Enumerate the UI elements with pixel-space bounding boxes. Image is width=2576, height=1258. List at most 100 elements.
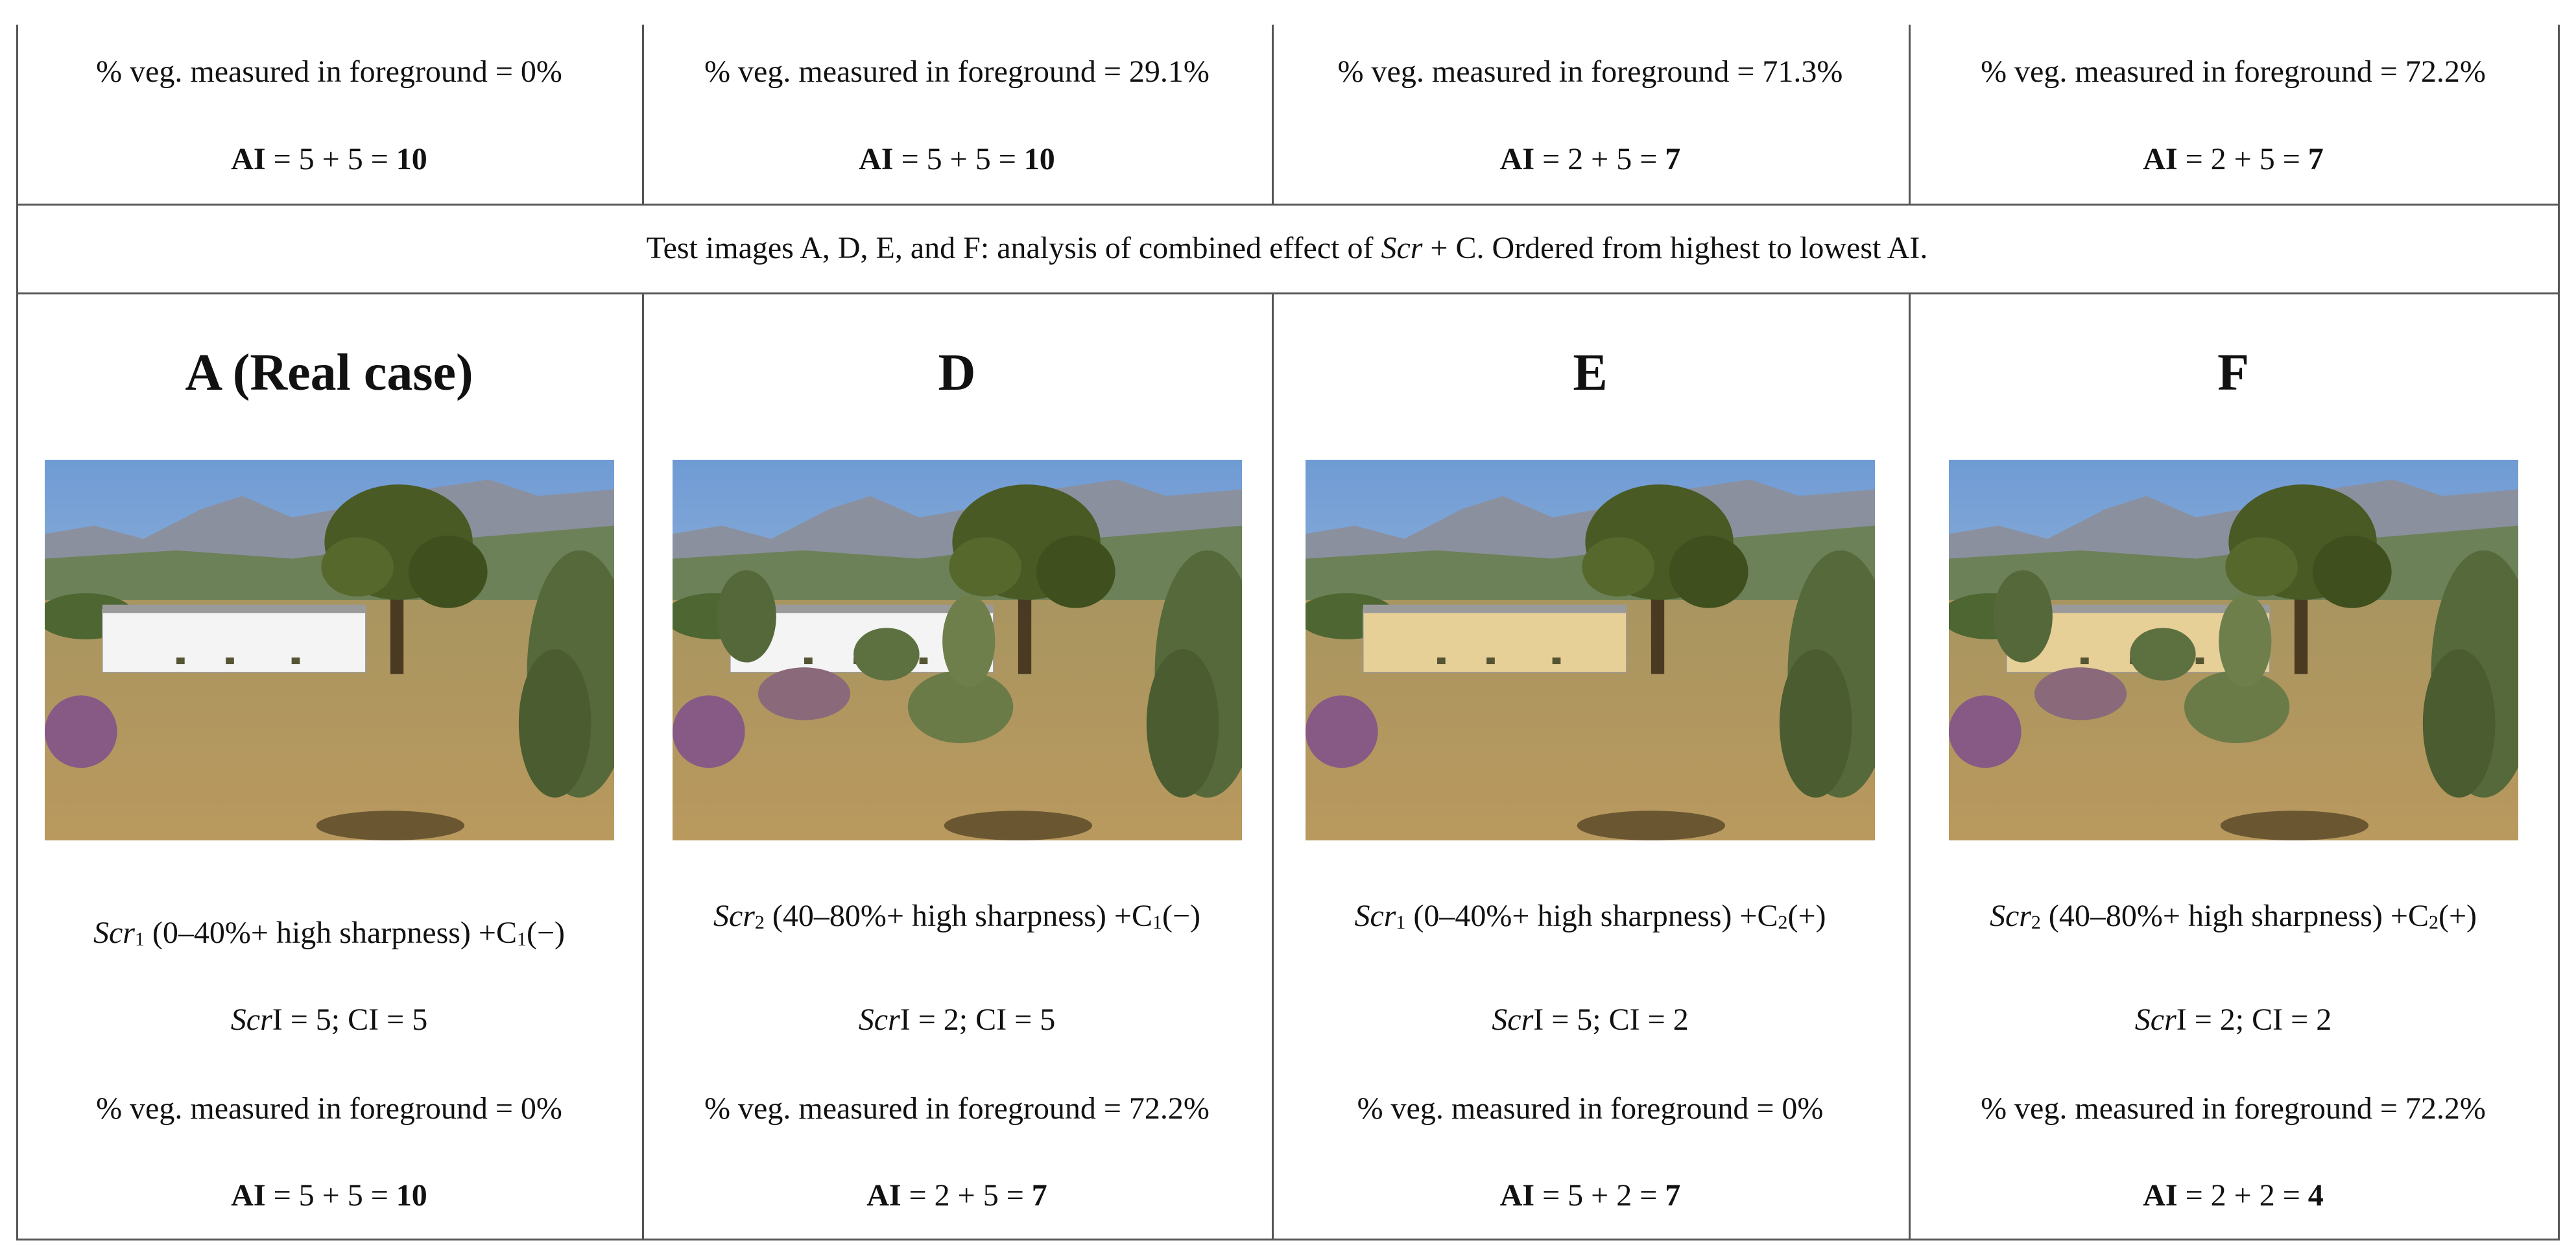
veg-line: % veg. measured in foreground = 72.2% xyxy=(704,1091,1210,1126)
ai-line: AI = 2 + 2 = 4 xyxy=(1909,1170,2558,1222)
index-line: ScrI = 5; CI = 2 xyxy=(1272,994,1909,1046)
panel-title: F xyxy=(2217,344,2249,401)
index-values: I = 5; CI = 2 xyxy=(1533,1003,1689,1037)
caption-italic: Scr xyxy=(1381,231,1423,265)
caption-text: Test images A, D, E, and F: analysis of … xyxy=(646,231,1381,265)
photo xyxy=(1306,460,1875,840)
c-sign: (+) xyxy=(2439,899,2477,933)
c-subscript: 1 xyxy=(1152,912,1162,933)
ai-line: AI = 2 + 5 = 7 xyxy=(1909,134,2558,185)
row-border xyxy=(16,1239,2560,1240)
veg-line: % veg. measured in foreground = 29.1% xyxy=(704,54,1210,89)
col-border xyxy=(1272,292,1274,1239)
scenario-desc: (40–80%+ high sharpness) +C xyxy=(2040,899,2429,933)
col-border xyxy=(16,25,18,204)
scenario-line: Scr2 (40–80%+ high sharpness) +C1(−) xyxy=(642,890,1272,942)
c-subscript: 1 xyxy=(517,929,527,950)
c-sign: (−) xyxy=(527,916,566,950)
index-line: ScrI = 2; CI = 5 xyxy=(642,994,1272,1046)
scenario-line: Scr1 (0–40%+ high sharpness) +C1(−) xyxy=(16,907,642,959)
panel-title: E xyxy=(1573,344,1608,401)
landscape-photo xyxy=(44,460,614,840)
panel: F Scr2 (40–80%+ high sharpness) +C2(+) Sc… xyxy=(1909,292,2558,1239)
col-border xyxy=(1909,292,1911,1239)
ai-expression: = 2 + 5 = xyxy=(2177,142,2308,176)
col-border xyxy=(16,292,18,1239)
col-border xyxy=(2558,25,2560,204)
ai-total: 7 xyxy=(1665,1178,1681,1213)
ai-line: AI = 2 + 5 = 7 xyxy=(642,1170,1272,1222)
ai-total: 7 xyxy=(1665,142,1681,176)
ai-label: AI xyxy=(2143,1178,2178,1213)
veg-line: % veg. measured in foreground = 0% xyxy=(96,1091,562,1126)
panel: D Scr2 (40–80%+ high sharpness) +C1(−) Sc… xyxy=(642,292,1272,1239)
index-values: I = 5; CI = 5 xyxy=(272,1003,428,1037)
col-border xyxy=(1272,25,1274,204)
scenario-line: Scr1 (0–40%+ high sharpness) +C2(+) xyxy=(1272,890,1909,942)
scenario-desc: (0–40%+ high sharpness) +C xyxy=(144,916,517,950)
ai-expression: = 5 + 5 = xyxy=(893,142,1024,176)
col-border xyxy=(642,25,644,204)
ai-expression: = 5 + 5 = xyxy=(265,142,396,176)
top-cell: % veg. measured in foreground = 71.3% AI … xyxy=(1272,25,1909,204)
ai-label: AI xyxy=(231,1178,266,1213)
ai-line: AI = 5 + 5 = 10 xyxy=(16,134,642,185)
panel-title: A (Real case) xyxy=(185,344,473,401)
ai-total: 10 xyxy=(396,1178,427,1213)
veg-line: % veg. measured in foreground = 71.3% xyxy=(1337,54,1843,89)
caption-text: + C. Ordered from highest to lowest AI. xyxy=(1422,231,1928,265)
scenario-desc: (40–80%+ high sharpness) +C xyxy=(764,899,1152,933)
landscape-photo xyxy=(1306,460,1875,840)
ai-line: AI = 5 + 2 = 7 xyxy=(1272,1170,1909,1222)
index-scr: Scr xyxy=(858,1003,900,1037)
ai-label: AI xyxy=(1499,1178,1535,1213)
ai-line: AI = 5 + 5 = 10 xyxy=(16,1170,642,1222)
scenario-desc: (0–40%+ high sharpness) +C xyxy=(1405,899,1778,933)
ai-expression: = 2 + 5 = xyxy=(1534,142,1665,176)
ai-label: AI xyxy=(1499,142,1535,176)
veg-line: % veg. measured in foreground = 0% xyxy=(96,54,562,89)
photo xyxy=(1948,460,2518,840)
index-scr: Scr xyxy=(2134,1003,2176,1037)
ai-total: 10 xyxy=(396,142,427,176)
index-scr: Scr xyxy=(230,1003,272,1037)
ai-line: AI = 2 + 5 = 7 xyxy=(1272,134,1909,185)
scr-label: Scr xyxy=(1354,899,1396,933)
ai-expression: = 2 + 2 = xyxy=(2177,1178,2308,1213)
top-cell: % veg. measured in foreground = 0% AI = 5… xyxy=(16,25,642,204)
photo xyxy=(44,460,614,840)
index-line: ScrI = 5; CI = 5 xyxy=(16,994,642,1046)
scr-label: Scr xyxy=(713,899,755,933)
ai-label: AI xyxy=(231,142,266,176)
veg-line: % veg. measured in foreground = 72.2% xyxy=(1981,1091,2486,1126)
scr-label: Scr xyxy=(93,916,135,950)
ai-label: AI xyxy=(866,1178,901,1213)
scr-subscript: 2 xyxy=(2031,912,2041,933)
ai-total: 4 xyxy=(2308,1178,2324,1213)
caption-cell: Test images A, D, E, and F: analysis of … xyxy=(16,204,2558,292)
veg-line: % veg. measured in foreground = 0% xyxy=(1357,1091,1824,1126)
ai-total: 7 xyxy=(1031,1178,1047,1213)
landscape-photo xyxy=(1948,460,2518,840)
row-border xyxy=(16,292,2560,294)
ai-total: 10 xyxy=(1023,142,1055,176)
row-border xyxy=(16,204,2560,206)
ai-label: AI xyxy=(859,142,894,176)
scr-subscript: 1 xyxy=(134,929,145,950)
col-border xyxy=(642,292,644,1239)
index-scr: Scr xyxy=(1492,1003,1534,1037)
veg-line: % veg. measured in foreground = 72.2% xyxy=(1981,54,2486,89)
top-cell: % veg. measured in foreground = 29.1% AI … xyxy=(642,25,1272,204)
index-values: I = 2; CI = 2 xyxy=(2176,1003,2332,1037)
col-border xyxy=(2558,292,2560,1239)
scr-label: Scr xyxy=(1989,899,2031,933)
c-subscript: 2 xyxy=(2429,912,2439,933)
ai-expression: = 2 + 5 = xyxy=(901,1178,1032,1213)
top-cell: % veg. measured in foreground = 72.2% AI … xyxy=(1909,25,2558,204)
panel: A (Real case) Scr1 (0–40%+ high sharpnes… xyxy=(16,292,642,1239)
c-sign: (−) xyxy=(1162,899,1201,933)
panel: E Scr1 (0–40%+ high sharpness) +C2(+) Scr… xyxy=(1272,292,1909,1239)
ai-expression: = 5 + 5 = xyxy=(265,1178,396,1213)
col-border xyxy=(1909,25,1911,204)
